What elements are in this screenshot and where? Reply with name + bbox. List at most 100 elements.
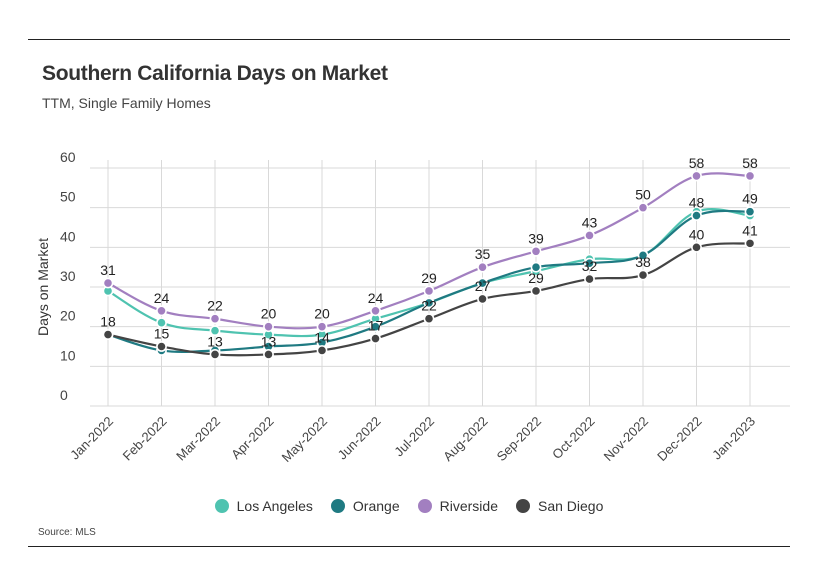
data-label: 48 xyxy=(689,195,705,211)
data-point-riverside xyxy=(370,305,381,317)
x-tick-label: Aug-2022 xyxy=(440,414,490,464)
data-point-san-diego xyxy=(423,313,435,325)
legend-item-orange: Orange xyxy=(330,498,400,514)
data-label: 24 xyxy=(368,290,384,306)
data-label: 17 xyxy=(368,318,384,334)
data-label: 41 xyxy=(742,222,758,238)
y-tick-label: 10 xyxy=(60,347,76,363)
bottom-rule xyxy=(28,546,790,547)
y-axis-label: Days on Market xyxy=(35,238,51,336)
legend-item-los-angeles: Los Angeles xyxy=(214,498,313,514)
data-point-san-diego xyxy=(102,329,114,340)
data-point-los-angeles xyxy=(209,325,221,337)
data-point-riverside xyxy=(156,305,167,317)
x-tick-label: Apr-2022 xyxy=(228,414,276,462)
data-label: 50 xyxy=(635,187,651,203)
data-label: 13 xyxy=(261,333,277,349)
y-tick-label: 20 xyxy=(60,308,76,324)
data-label: 20 xyxy=(314,306,330,322)
legend-label-orange: Orange xyxy=(352,498,400,514)
data-point-riverside xyxy=(477,261,488,273)
legend-item-riverside: Riverside xyxy=(417,498,498,514)
y-tick-label: 40 xyxy=(60,228,76,244)
data-point-san-diego xyxy=(156,341,167,352)
y-tick-label: 0 xyxy=(60,387,68,403)
data-point-san-diego xyxy=(637,269,649,281)
data-point-riverside xyxy=(584,230,595,241)
data-label: 49 xyxy=(742,191,758,207)
x-tick-label: Jun-2022 xyxy=(335,414,384,463)
data-label: 22 xyxy=(421,298,437,314)
data-label: 13 xyxy=(207,333,223,349)
data-point-riverside xyxy=(316,321,328,333)
y-tick-label: 60 xyxy=(60,149,76,165)
data-point-orange xyxy=(423,297,435,309)
x-tick-label: May-2022 xyxy=(279,414,330,465)
data-label: 14 xyxy=(314,329,330,345)
data-label: 15 xyxy=(154,326,170,342)
x-tick-label: Dec-2022 xyxy=(654,414,704,464)
data-point-san-diego xyxy=(209,349,221,360)
x-tick-label: Mar-2022 xyxy=(173,414,223,464)
data-point-orange xyxy=(744,206,756,218)
chart-subtitle: TTM, Single Family Homes xyxy=(42,95,211,111)
legend-label-san-diego: San Diego xyxy=(537,498,604,514)
data-label: 43 xyxy=(582,214,598,230)
legend-label-riverside: Riverside xyxy=(439,498,498,514)
data-label: 27 xyxy=(475,278,491,294)
data-point-orange xyxy=(530,261,542,273)
data-point-riverside xyxy=(530,245,542,257)
legend-item-san-diego: San Diego xyxy=(515,498,604,514)
data-point-los-angeles xyxy=(156,317,167,329)
data-label: 31 xyxy=(100,262,116,278)
x-tick-label: Nov-2022 xyxy=(601,414,651,464)
data-point-orange xyxy=(584,257,595,269)
data-point-san-diego xyxy=(691,241,702,253)
data-point-riverside xyxy=(209,313,221,325)
data-point-orange xyxy=(477,277,488,289)
data-point-san-diego xyxy=(744,237,756,249)
x-tick-label: Jan-2022 xyxy=(67,414,116,463)
data-label: 22 xyxy=(207,298,223,314)
data-label: 20 xyxy=(261,306,277,322)
data-label: 32 xyxy=(582,258,598,274)
data-label: 58 xyxy=(689,155,705,171)
x-tick-label: Jul-2022 xyxy=(391,414,437,460)
data-label: 24 xyxy=(154,290,170,306)
data-label: 35 xyxy=(475,246,491,262)
data-point-san-diego xyxy=(263,349,274,360)
chart-title: Southern California Days on Market xyxy=(42,62,388,85)
source-note: Source: MLS xyxy=(38,527,96,538)
data-label: 38 xyxy=(635,254,651,270)
data-point-san-diego xyxy=(530,285,542,297)
x-tick-label: Sep-2022 xyxy=(494,414,544,464)
data-point-riverside xyxy=(102,277,114,289)
legend-swatch-orange xyxy=(330,499,345,513)
legend-label-los-angeles: Los Angeles xyxy=(236,498,313,514)
data-point-san-diego xyxy=(370,333,381,344)
data-point-riverside xyxy=(263,321,274,333)
data-point-san-diego xyxy=(584,273,595,285)
data-point-san-diego xyxy=(477,293,488,305)
y-tick-label: 50 xyxy=(60,189,76,205)
data-label: 29 xyxy=(528,270,544,286)
data-label: 58 xyxy=(742,155,758,171)
data-label: 18 xyxy=(100,314,116,330)
top-rule xyxy=(28,39,790,40)
data-label: 40 xyxy=(689,226,705,242)
x-tick-label: Feb-2022 xyxy=(120,414,170,464)
data-point-orange xyxy=(637,249,649,261)
data-point-san-diego xyxy=(316,345,328,356)
chart-legend: Los Angeles Orange Riverside San Diego xyxy=(0,498,818,514)
legend-swatch-san-diego xyxy=(515,499,530,513)
data-label: 39 xyxy=(528,230,544,246)
data-label: 29 xyxy=(421,270,437,286)
legend-swatch-los-angeles xyxy=(214,499,229,513)
data-point-riverside xyxy=(691,170,702,182)
data-point-orange xyxy=(691,210,702,221)
legend-swatch-riverside xyxy=(417,499,432,513)
data-point-riverside xyxy=(744,170,756,182)
data-point-orange xyxy=(370,321,381,333)
data-point-riverside xyxy=(637,202,649,214)
